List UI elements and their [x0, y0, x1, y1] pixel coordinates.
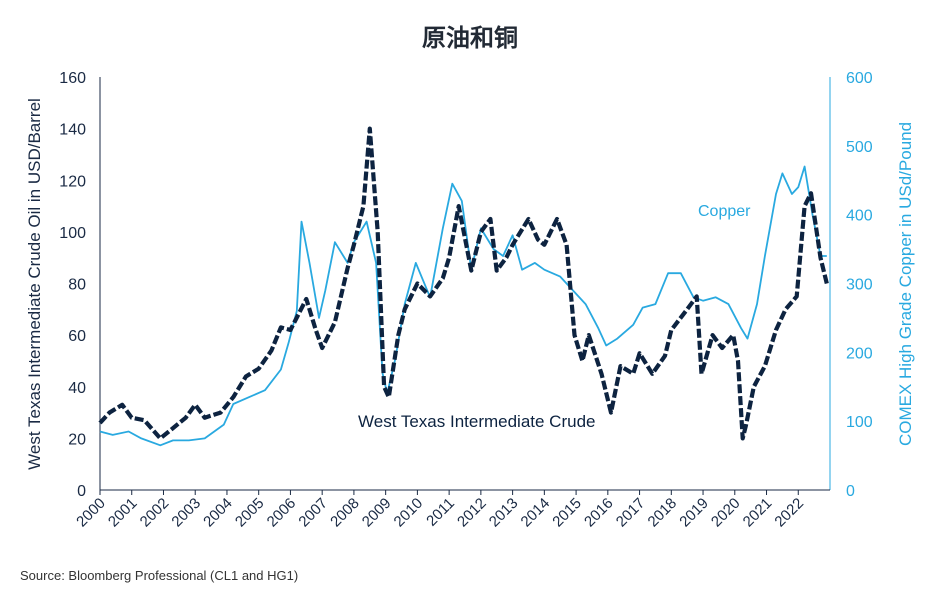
- y-right-tick-label: 400: [846, 208, 873, 225]
- x-tick-label: 2000: [73, 495, 109, 531]
- y-left-tick-label: 20: [68, 431, 86, 448]
- y-left-tick-label: 0: [77, 483, 86, 500]
- annotation-copper: Copper: [698, 203, 751, 220]
- x-tick-label: 2022: [771, 495, 807, 531]
- y-axis-left-label: West Texas Intermediate Crude Oil in USD…: [25, 98, 44, 470]
- x-tick-label: 2021: [740, 495, 776, 531]
- y-right-tick-label: 200: [846, 345, 873, 362]
- x-tick-label: 2017: [613, 495, 649, 531]
- x-tick-label: 2012: [454, 495, 490, 531]
- x-tick-label: 2016: [581, 495, 617, 531]
- series-line-wti: [98, 126, 829, 441]
- y-right-tick-label: 600: [846, 70, 873, 87]
- x-tick-label: 2013: [486, 495, 522, 531]
- x-tick-label: 2018: [645, 495, 681, 531]
- x-tick-label: 2008: [327, 495, 363, 531]
- x-tick-label: 2009: [359, 495, 395, 531]
- chart-title: 原油和铜: [422, 24, 518, 52]
- x-tick-label: 2020: [708, 495, 744, 531]
- y-axis-right-label: COMEX High Grade Copper in USd/Pound: [896, 122, 915, 446]
- y-right-tick-label: 100: [846, 414, 873, 431]
- y-left-tick-label: 140: [59, 122, 86, 139]
- y-right-tick-label: 0: [846, 483, 855, 500]
- y-left-tick-label: 60: [68, 328, 86, 345]
- y-left-tick-label: 80: [68, 277, 86, 294]
- axes: 0 20 40 60 80 100 120 140 160 0 100 200 300 400 500 600…: [59, 70, 873, 530]
- x-tick-label: 2011: [423, 495, 458, 530]
- y-left-tick-label: 120: [59, 173, 86, 190]
- x-tick-label: 2019: [676, 495, 712, 531]
- annotation-wti: West Texas Intermediate Crude: [358, 412, 596, 431]
- y-left-tick-label: 100: [59, 225, 86, 242]
- x-tick-label: 2004: [200, 495, 236, 531]
- x-tick-label: 2002: [137, 495, 173, 531]
- y-right-tick-label: 500: [846, 139, 873, 156]
- x-tick-label: 2014: [518, 495, 554, 531]
- source-note: Source: Bloomberg Professional (CL1 and …: [20, 568, 298, 583]
- x-tick-label: 2006: [264, 495, 300, 531]
- x-tick-label: 2007: [295, 495, 331, 531]
- x-tick-label: 2015: [549, 495, 585, 531]
- x-tick-label: 2001: [105, 495, 141, 531]
- x-tick-label: 2005: [232, 495, 268, 531]
- x-tick-label: 2010: [391, 495, 427, 531]
- y-right-tick-label: 300: [846, 277, 873, 294]
- y-left-tick-label: 160: [59, 70, 86, 87]
- y-left-tick-label: 40: [68, 380, 86, 397]
- x-tick-label: 2003: [168, 495, 204, 531]
